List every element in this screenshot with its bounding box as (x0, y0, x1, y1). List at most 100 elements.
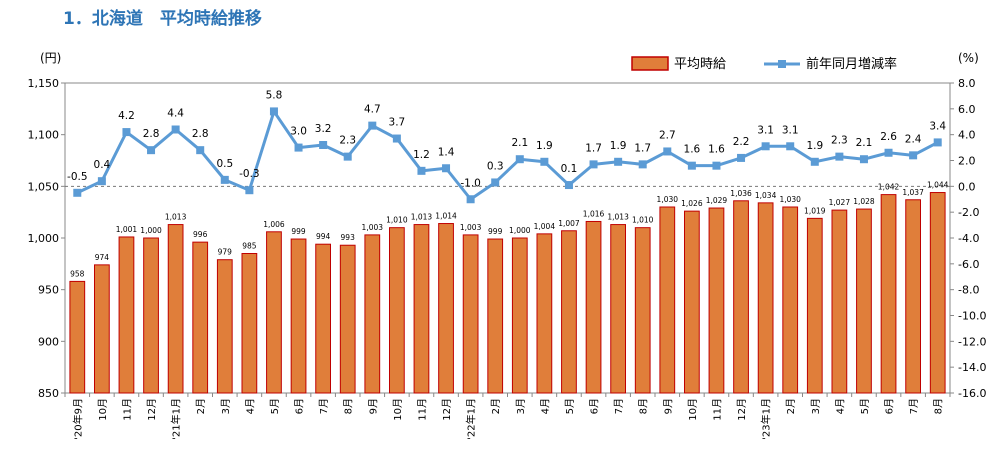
line-value-label: 1.7 (585, 142, 602, 154)
bar-value-label: 958 (70, 269, 85, 278)
line-marker (196, 146, 205, 155)
chart-axes: 850 900 950 1,000 1,050 1,100 1,150 (円) -16.0 -14… (28, 51, 987, 440)
x-tick-label: 4月 (834, 398, 846, 414)
bar (536, 233, 553, 394)
x-tick-label: '23年1月 (760, 398, 773, 440)
bar (94, 264, 110, 394)
x-tick-label: 6月 (589, 398, 601, 414)
x-tick-label: 7月 (613, 398, 625, 414)
y-left-tick-label: 950 (38, 284, 59, 297)
bar (192, 241, 209, 394)
bar (266, 231, 282, 394)
y-left-unit: (円) (40, 51, 61, 65)
page-title: 1．北海道 平均時給推移 (63, 9, 262, 29)
x-tick-label: 12月 (146, 398, 158, 421)
line-path (76, 109, 939, 201)
bar (856, 208, 872, 394)
x-tick-label: 2月 (490, 398, 502, 414)
x-tick-label: 12月 (736, 398, 748, 421)
bar-value-label: 1,029 (706, 196, 728, 205)
bar (69, 280, 86, 394)
bar (905, 199, 921, 394)
line-marker (810, 157, 819, 166)
x-tick-label: 5月 (269, 398, 281, 414)
x-tick-label: 8月 (343, 398, 355, 414)
x-tick-label: 12月 (441, 398, 453, 421)
line-value-label: 2.2 (733, 136, 750, 148)
line-value-label: 3.0 (290, 126, 307, 138)
bar (757, 202, 774, 394)
bar (413, 224, 430, 394)
line-marker (122, 128, 131, 137)
x-tick-label: 9月 (367, 398, 379, 414)
bar (216, 259, 233, 394)
x-tick-label: 3月 (220, 398, 232, 414)
bar-value-label: 1,000 (509, 226, 531, 235)
bar (143, 237, 159, 394)
bar-value-label: 1,003 (460, 223, 482, 232)
bar-value-label: 1,010 (386, 216, 408, 225)
bar-value-label: 996 (193, 230, 208, 239)
line-value-label: 3.7 (389, 117, 406, 129)
x-tick-label: '20年9月 (71, 398, 84, 440)
bar-value-label: 1,000 (140, 226, 162, 235)
line-marker (859, 155, 868, 164)
bar-value-label: 1,001 (116, 225, 138, 234)
line-value-label: -0.3 (239, 168, 260, 180)
line-value-label: 3.2 (315, 123, 332, 135)
x-tick-label: 4月 (539, 398, 551, 414)
line-value-label: 3.1 (782, 124, 799, 136)
line-marker (392, 134, 401, 143)
line-value-label: 3.4 (929, 120, 946, 132)
bar (315, 243, 331, 394)
line-value-label: 0.4 (94, 159, 111, 171)
y-left-tick-label: 1,000 (28, 232, 60, 245)
line-value-label: 1.6 (684, 144, 701, 156)
legend-bar-label: 平均時給 (674, 57, 726, 72)
y-right-tick-label: -4.0 (958, 232, 979, 245)
chart-legend: 平均時給 前年同月増減率 (631, 56, 897, 72)
bar-value-label: 999 (488, 227, 503, 236)
x-tick-label: 4月 (244, 398, 256, 414)
bar-value-label: 1,027 (829, 198, 851, 207)
bar (167, 224, 184, 394)
line-value-label: 2.8 (192, 128, 209, 140)
bar-value-label: 1,044 (927, 181, 949, 190)
bar-value-label: 1,042 (878, 183, 900, 192)
line-value-label: 1.9 (610, 140, 627, 152)
y-right-tick-label: -2.0 (958, 206, 979, 219)
bar-value-label: 1,006 (263, 220, 285, 229)
y-right-tick-label: -12.0 (958, 335, 986, 348)
line-marker (491, 178, 500, 187)
bar (708, 207, 725, 394)
line-marker (786, 142, 795, 151)
bar (782, 206, 799, 394)
bar (438, 223, 454, 394)
bar (831, 209, 848, 394)
y-right-tick-label: 2.0 (958, 155, 976, 168)
line-value-label: 2.3 (339, 135, 356, 147)
x-tick-label: 3月 (515, 398, 527, 414)
y-right-tick-label: -10.0 (958, 310, 986, 323)
bar (733, 200, 749, 394)
legend-line-label: 前年同月増減率 (806, 56, 897, 72)
y-left-tick-label: 850 (38, 387, 59, 400)
bar (880, 194, 897, 394)
x-tick-label: 11月 (121, 398, 133, 421)
line-marker (589, 160, 598, 169)
line-value-label: 2.3 (831, 135, 848, 147)
bar (241, 253, 258, 394)
line-value-label: 1.2 (413, 149, 430, 161)
line-value-label: 0.5 (216, 158, 233, 170)
line-value-label: 1.9 (806, 140, 823, 152)
line-value-label: -1.0 (460, 177, 481, 189)
line-value-label: 2.6 (880, 131, 897, 143)
line-marker (269, 107, 278, 116)
line-marker (761, 142, 770, 151)
y-right-tick-label: 8.0 (958, 77, 976, 90)
bar (511, 237, 528, 394)
legend-line-marker (778, 60, 786, 68)
line-marker (466, 195, 475, 204)
bar (118, 236, 135, 394)
